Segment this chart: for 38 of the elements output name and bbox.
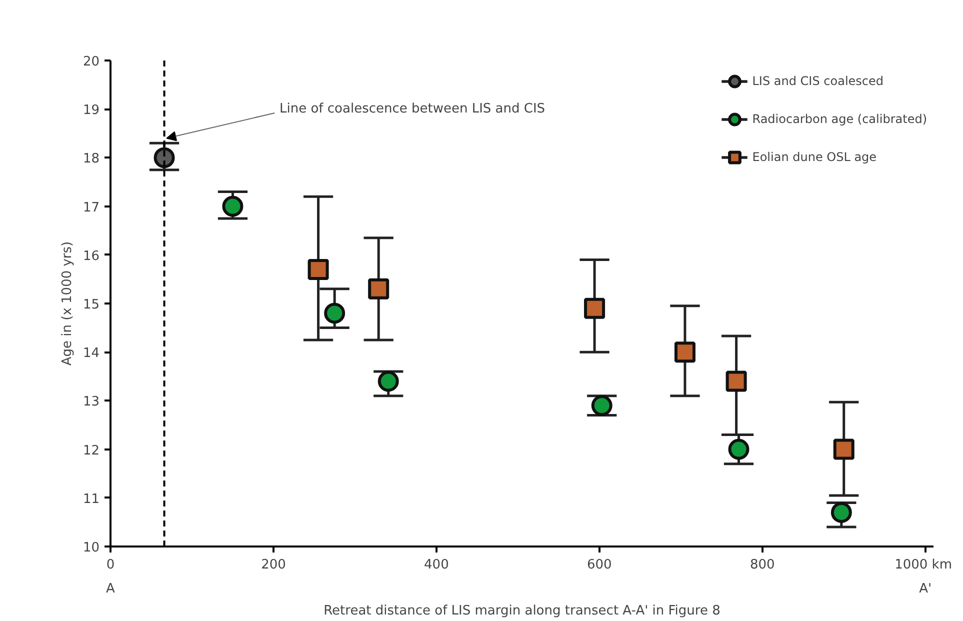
y-tick-label: 14 [82, 346, 100, 362]
x-tick-label: 400 [424, 558, 449, 572]
point [222, 196, 244, 217]
text: A [106, 582, 116, 596]
point [833, 438, 854, 460]
y-tick-label: 15 [82, 298, 100, 312]
y-axis-title: Age in (x 1000 yrs) [60, 241, 75, 366]
y-tick-label: 12 [82, 443, 100, 458]
point [726, 370, 747, 392]
y-tick-label: 20 [82, 54, 100, 70]
x-tick-label: 600 [587, 558, 612, 572]
point [674, 342, 696, 363]
x-tick-label: 200 [261, 558, 286, 572]
y-tick-label: 13 [82, 394, 100, 410]
point [378, 370, 399, 392]
point [324, 302, 346, 324]
point [728, 438, 750, 460]
point [368, 278, 390, 300]
legend-label: Eolian dune OSL age [752, 150, 877, 164]
y-tick-label: 10 [82, 540, 100, 556]
point [584, 298, 606, 319]
point [154, 147, 175, 168]
y-tick-label: 11 [82, 492, 100, 507]
ref-line-label: Line of coalescence between LIS and CIS [280, 102, 546, 117]
x-tick-label: 1000 km [894, 558, 952, 572]
x-tick-label: 800 [750, 558, 775, 572]
x-axis-title: Retreat distance of LIS margin along transect A-A' in Figure 8 [324, 604, 720, 618]
y-tick-label: 19 [82, 103, 100, 118]
y-tick-label: 18 [82, 152, 100, 167]
point [308, 258, 329, 280]
y-tick-label: 16 [82, 248, 100, 264]
x-tick-label: 0 [106, 558, 115, 572]
legend-label: Radiocarbon age (calibrated) [752, 112, 927, 126]
legend-label: LIS and CIS coalesced [752, 74, 884, 88]
point [830, 502, 852, 523]
point [591, 395, 612, 416]
text: A' [919, 582, 932, 596]
y-tick-label: 17 [82, 200, 100, 216]
